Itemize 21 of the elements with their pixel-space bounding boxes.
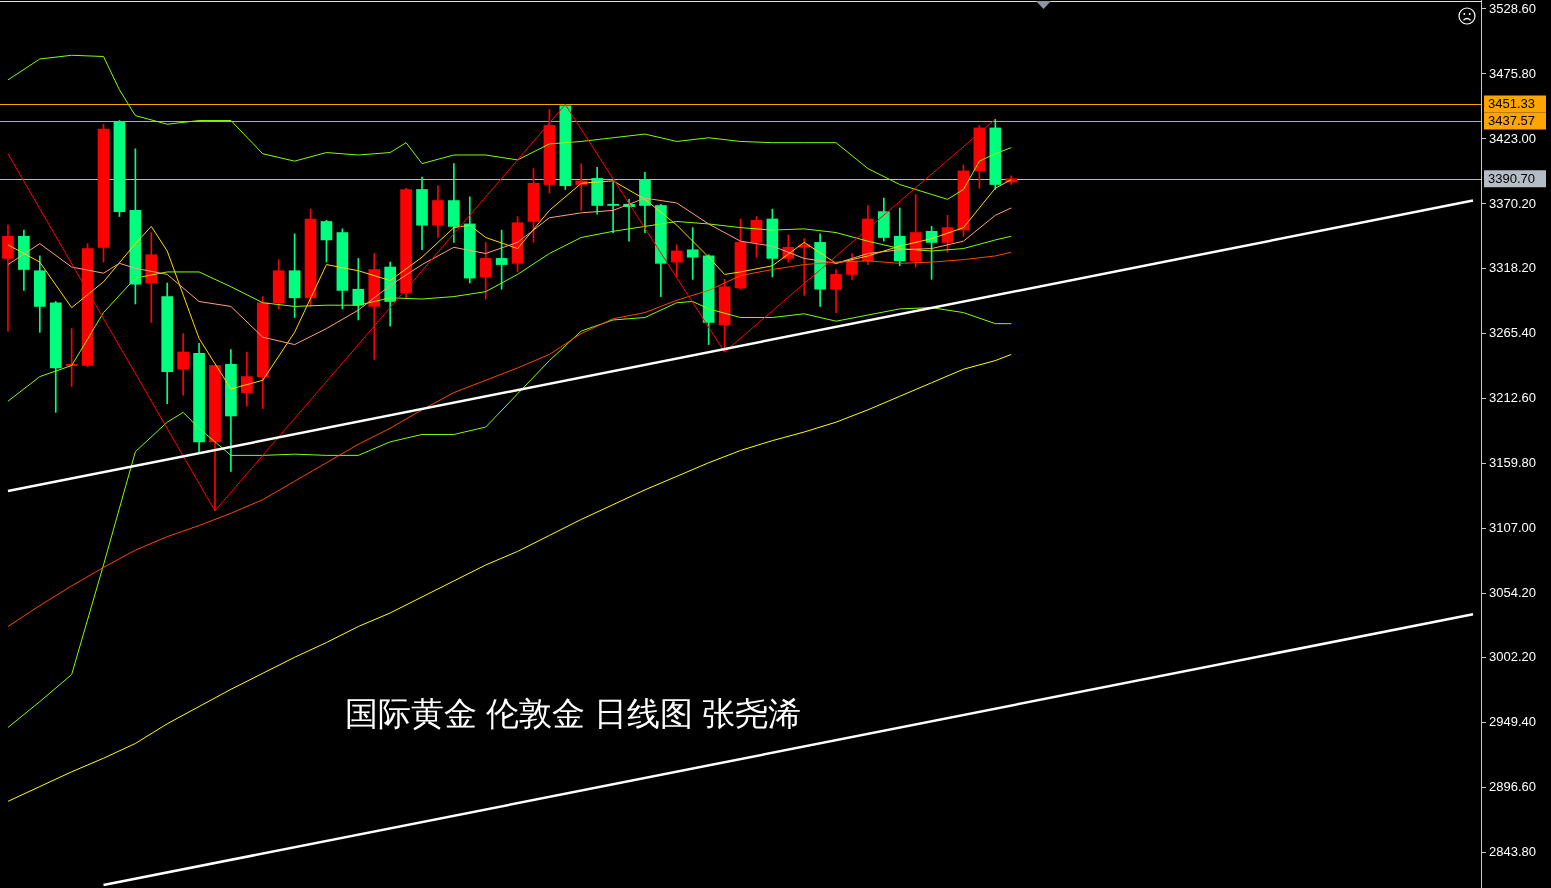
y-tick-label: 3370.20 <box>1489 195 1536 211</box>
y-tick-label: 2843.80 <box>1489 843 1536 859</box>
y-tick-label: 3265.40 <box>1489 324 1536 340</box>
candlestick <box>686 227 699 280</box>
ref-line-label: 3390.70 <box>1488 170 1535 186</box>
ref-line-label: 3437.57 <box>1488 113 1535 129</box>
y-tick-label: 3528.60 <box>1489 0 1536 16</box>
y-tick-label: 3054.20 <box>1489 584 1536 600</box>
y-tick-label: 3212.60 <box>1489 389 1536 405</box>
y-tick-label: 3107.00 <box>1489 519 1536 535</box>
y-tick-label: 3318.20 <box>1489 259 1536 275</box>
candlestick <box>607 181 619 233</box>
y-tick-label: 3002.20 <box>1489 648 1536 664</box>
y-tick-label: 3423.00 <box>1489 130 1536 146</box>
y-tick-label: 2949.40 <box>1489 713 1536 729</box>
candlestick <box>2 224 14 332</box>
ref-line-label: 3451.33 <box>1488 96 1535 112</box>
y-tick-label: 3475.80 <box>1489 65 1536 81</box>
y-tick-label: 3159.80 <box>1489 454 1536 470</box>
y-tick-label: 2896.60 <box>1489 778 1536 794</box>
text: 国际黄金 伦敦金 日线图 张尧浠 <box>344 694 802 732</box>
